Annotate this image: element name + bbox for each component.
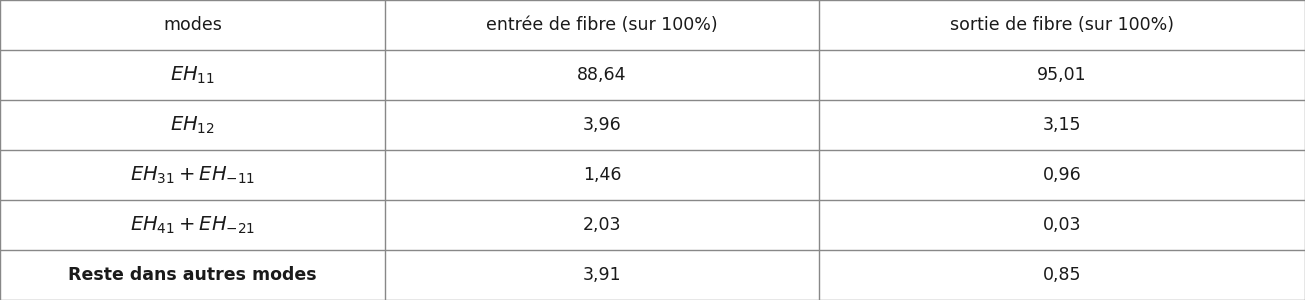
Text: Reste dans autres modes: Reste dans autres modes (68, 266, 317, 284)
Text: 0,85: 0,85 (1043, 266, 1082, 284)
Text: 88,64: 88,64 (577, 66, 626, 84)
Text: 0,03: 0,03 (1043, 216, 1082, 234)
Text: 95,01: 95,01 (1037, 66, 1087, 84)
Text: $\mathit{EH}_{31} + \mathit{EH}_{-11}$: $\mathit{EH}_{31} + \mathit{EH}_{-11}$ (129, 164, 256, 186)
Text: sortie de fibre (sur 100%): sortie de fibre (sur 100%) (950, 16, 1174, 34)
Text: 2,03: 2,03 (582, 216, 621, 234)
Text: 3,91: 3,91 (582, 266, 621, 284)
Text: $\mathit{EH}_{41} + \mathit{EH}_{-21}$: $\mathit{EH}_{41} + \mathit{EH}_{-21}$ (129, 214, 256, 236)
Text: 1,46: 1,46 (582, 166, 621, 184)
Text: 3,96: 3,96 (582, 116, 621, 134)
Text: modes: modes (163, 16, 222, 34)
Text: entrée de fibre (sur 100%): entrée de fibre (sur 100%) (487, 16, 718, 34)
Text: $\mathit{EH}_{12}$: $\mathit{EH}_{12}$ (170, 114, 215, 136)
Text: 3,15: 3,15 (1043, 116, 1082, 134)
Text: 0,96: 0,96 (1043, 166, 1082, 184)
Text: $\mathit{EH}_{11}$: $\mathit{EH}_{11}$ (170, 64, 215, 86)
